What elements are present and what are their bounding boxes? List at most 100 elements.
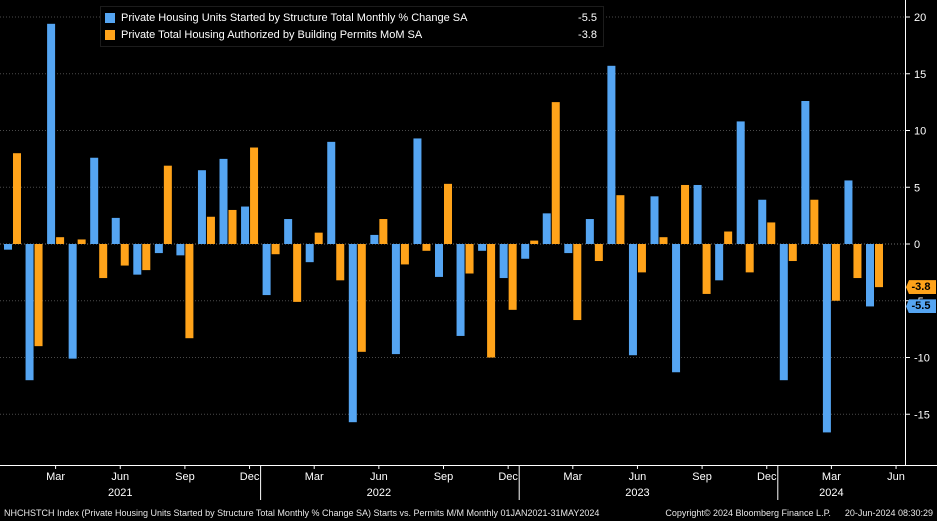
x-axis-label-20: Sep <box>434 471 454 483</box>
x-axis-label-41: Jun <box>887 471 905 483</box>
bar-starts-2023-06 <box>628 244 637 356</box>
bar-starts-2022-08 <box>413 138 422 244</box>
year-label-2023: 2023 <box>625 487 649 499</box>
x-axis-label-17: Jun <box>370 471 388 483</box>
status-bar: NHCHSTCH Index (Private Housing Units St… <box>0 504 937 521</box>
bar-starts-2022-11 <box>478 244 487 251</box>
year-label-2022: 2022 <box>367 487 391 499</box>
bar-permits-2023-06 <box>637 244 646 273</box>
bar-permits-2022-01 <box>271 244 280 255</box>
x-axis-label-23: Dec <box>498 471 518 483</box>
bar-starts-2021-06 <box>111 217 120 244</box>
year-label-2024: 2024 <box>819 487 843 499</box>
bar-starts-2023-04 <box>585 219 594 244</box>
bar-starts-2024-02 <box>801 100 810 245</box>
bar-permits-2023-09 <box>702 244 711 294</box>
bar-permits-2021-04 <box>77 239 86 244</box>
bar-permits-2023-11 <box>745 244 754 273</box>
bar-starts-2023-08 <box>672 244 681 373</box>
bar-permits-2021-06 <box>120 244 129 266</box>
bar-starts-2021-05 <box>90 157 99 244</box>
bar-starts-2022-06 <box>370 234 379 244</box>
permits-series-value: -3.8 <box>578 28 597 41</box>
bar-permits-2022-12 <box>508 244 517 310</box>
bar-starts-2022-03 <box>305 244 314 263</box>
x-axis-label-11: Dec <box>240 471 260 483</box>
bar-starts-2021-04 <box>68 244 77 359</box>
bar-starts-2022-09 <box>435 244 443 277</box>
bar-permits-2022-07 <box>400 244 409 265</box>
bar-permits-2023-02 <box>551 102 560 244</box>
bar-permits-2021-09 <box>185 244 194 339</box>
bar-permits-2021-07 <box>142 244 151 271</box>
x-axis-label-26: Mar <box>563 471 582 483</box>
bar-permits-2024-01 <box>788 244 797 262</box>
bar-starts-2023-02 <box>542 213 551 244</box>
legend-item-permits[interactable]: Private Total Housing Authorized by Buil… <box>105 26 597 43</box>
bar-starts-2023-12 <box>758 199 767 244</box>
bar-permits-2024-05 <box>875 244 883 288</box>
bar-permits-2023-01 <box>530 240 539 244</box>
bar-permits-2023-07 <box>659 237 668 244</box>
starts-series-swatch <box>105 12 115 23</box>
bar-starts-2022-07 <box>391 244 400 355</box>
bar-starts-2023-03 <box>564 244 573 254</box>
bar-permits-2022-05 <box>357 244 366 352</box>
x-axis-label-2: Mar <box>46 471 65 483</box>
bar-permits-2022-10 <box>465 244 474 274</box>
bar-permits-2023-03 <box>573 244 582 321</box>
bar-permits-2021-01 <box>13 153 21 244</box>
status-timestamp: 20-Jun-2024 08:30:29 <box>844 507 933 518</box>
bar-permits-2021-10 <box>206 216 215 244</box>
bar-permits-2021-02 <box>34 244 43 347</box>
bar-starts-2022-04 <box>327 141 336 244</box>
bar-starts-2023-11 <box>736 121 745 244</box>
year-label-2021: 2021 <box>108 487 132 499</box>
bar-permits-2021-12 <box>250 147 259 244</box>
bar-permits-2023-08 <box>681 184 690 244</box>
bar-starts-2022-12 <box>499 244 508 279</box>
legend-item-starts[interactable]: Private Housing Units Started by Structu… <box>105 9 597 26</box>
bar-permits-2021-05 <box>99 244 108 279</box>
bar-permits-2022-11 <box>487 244 496 358</box>
bar-permits-2024-04 <box>853 244 862 279</box>
permits-series-label: Private Total Housing Authorized by Buil… <box>121 28 423 41</box>
starts-series-label: Private Housing Units Started by Structu… <box>121 11 468 24</box>
bar-permits-2024-03 <box>831 244 840 301</box>
y-axis-label-10: 10 <box>914 126 926 138</box>
bar-starts-2022-01 <box>262 244 271 296</box>
bar-starts-2024-03 <box>822 244 831 433</box>
bar-starts-2021-11 <box>219 158 228 244</box>
bar-starts-2024-01 <box>779 244 788 381</box>
bar-starts-2021-10 <box>197 170 206 244</box>
bar-starts-2022-10 <box>456 244 465 336</box>
bar-permits-2022-03 <box>314 232 323 244</box>
bar-starts-2021-03 <box>47 23 56 245</box>
y-axis-label-5: 5 <box>914 182 920 194</box>
bar-starts-2022-02 <box>284 219 293 244</box>
last-value-badge-permits: -3.8 <box>906 280 936 295</box>
bar-starts-2021-12 <box>241 206 250 244</box>
status-description: NHCHSTCH Index (Private Housing Units St… <box>4 507 600 518</box>
bar-starts-2022-05 <box>348 244 357 423</box>
bar-permits-2023-10 <box>724 231 733 244</box>
bar-starts-2021-02 <box>25 244 34 381</box>
bar-starts-2021-01 <box>4 244 12 250</box>
bar-starts-2023-10 <box>715 244 724 281</box>
bar-permits-2021-08 <box>163 165 172 244</box>
y-axis-label-15: 15 <box>914 69 926 81</box>
x-axis-label-29: Jun <box>629 471 647 483</box>
bar-permits-2023-05 <box>616 195 625 244</box>
bar-permits-2022-02 <box>293 244 302 302</box>
starts-series-value: -5.5 <box>578 11 597 24</box>
bar-permits-2021-11 <box>228 209 237 244</box>
y-axis-label--10: -10 <box>914 353 930 365</box>
bar-starts-2023-01 <box>521 244 530 259</box>
bar-permits-2022-09 <box>444 183 452 244</box>
bar-permits-2024-02 <box>810 199 819 244</box>
x-axis-label-5: Jun <box>111 471 129 483</box>
bar-starts-2023-07 <box>650 196 659 244</box>
last-value-badge-starts: -5.5 <box>906 299 936 314</box>
